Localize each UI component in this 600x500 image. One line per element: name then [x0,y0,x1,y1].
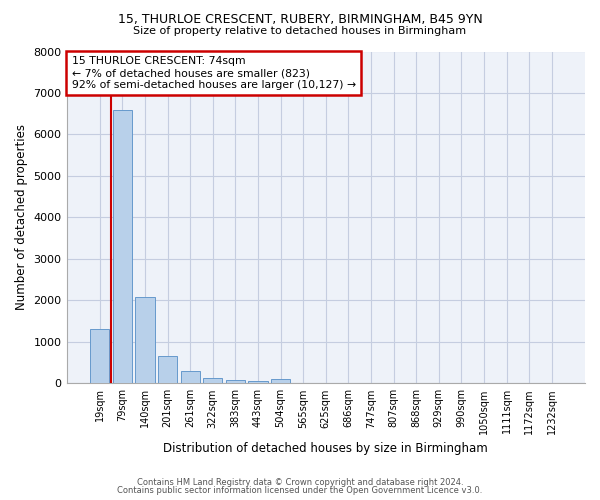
X-axis label: Distribution of detached houses by size in Birmingham: Distribution of detached houses by size … [163,442,488,455]
Bar [226,380,245,384]
Bar [90,330,109,384]
Text: Contains public sector information licensed under the Open Government Licence v3: Contains public sector information licen… [118,486,482,495]
Y-axis label: Number of detached properties: Number of detached properties [15,124,28,310]
Bar [158,356,177,384]
Bar [136,297,155,384]
Text: Contains HM Land Registry data © Crown copyright and database right 2024.: Contains HM Land Registry data © Crown c… [137,478,463,487]
Text: Size of property relative to detached houses in Birmingham: Size of property relative to detached ho… [133,26,467,36]
Bar [271,378,290,384]
Bar [113,110,132,384]
Text: 15 THURLOE CRESCENT: 74sqm
← 7% of detached houses are smaller (823)
92% of semi: 15 THURLOE CRESCENT: 74sqm ← 7% of detac… [72,56,356,90]
Bar [181,372,200,384]
Bar [248,381,268,384]
Text: 15, THURLOE CRESCENT, RUBERY, BIRMINGHAM, B45 9YN: 15, THURLOE CRESCENT, RUBERY, BIRMINGHAM… [118,12,482,26]
Bar [203,378,223,384]
